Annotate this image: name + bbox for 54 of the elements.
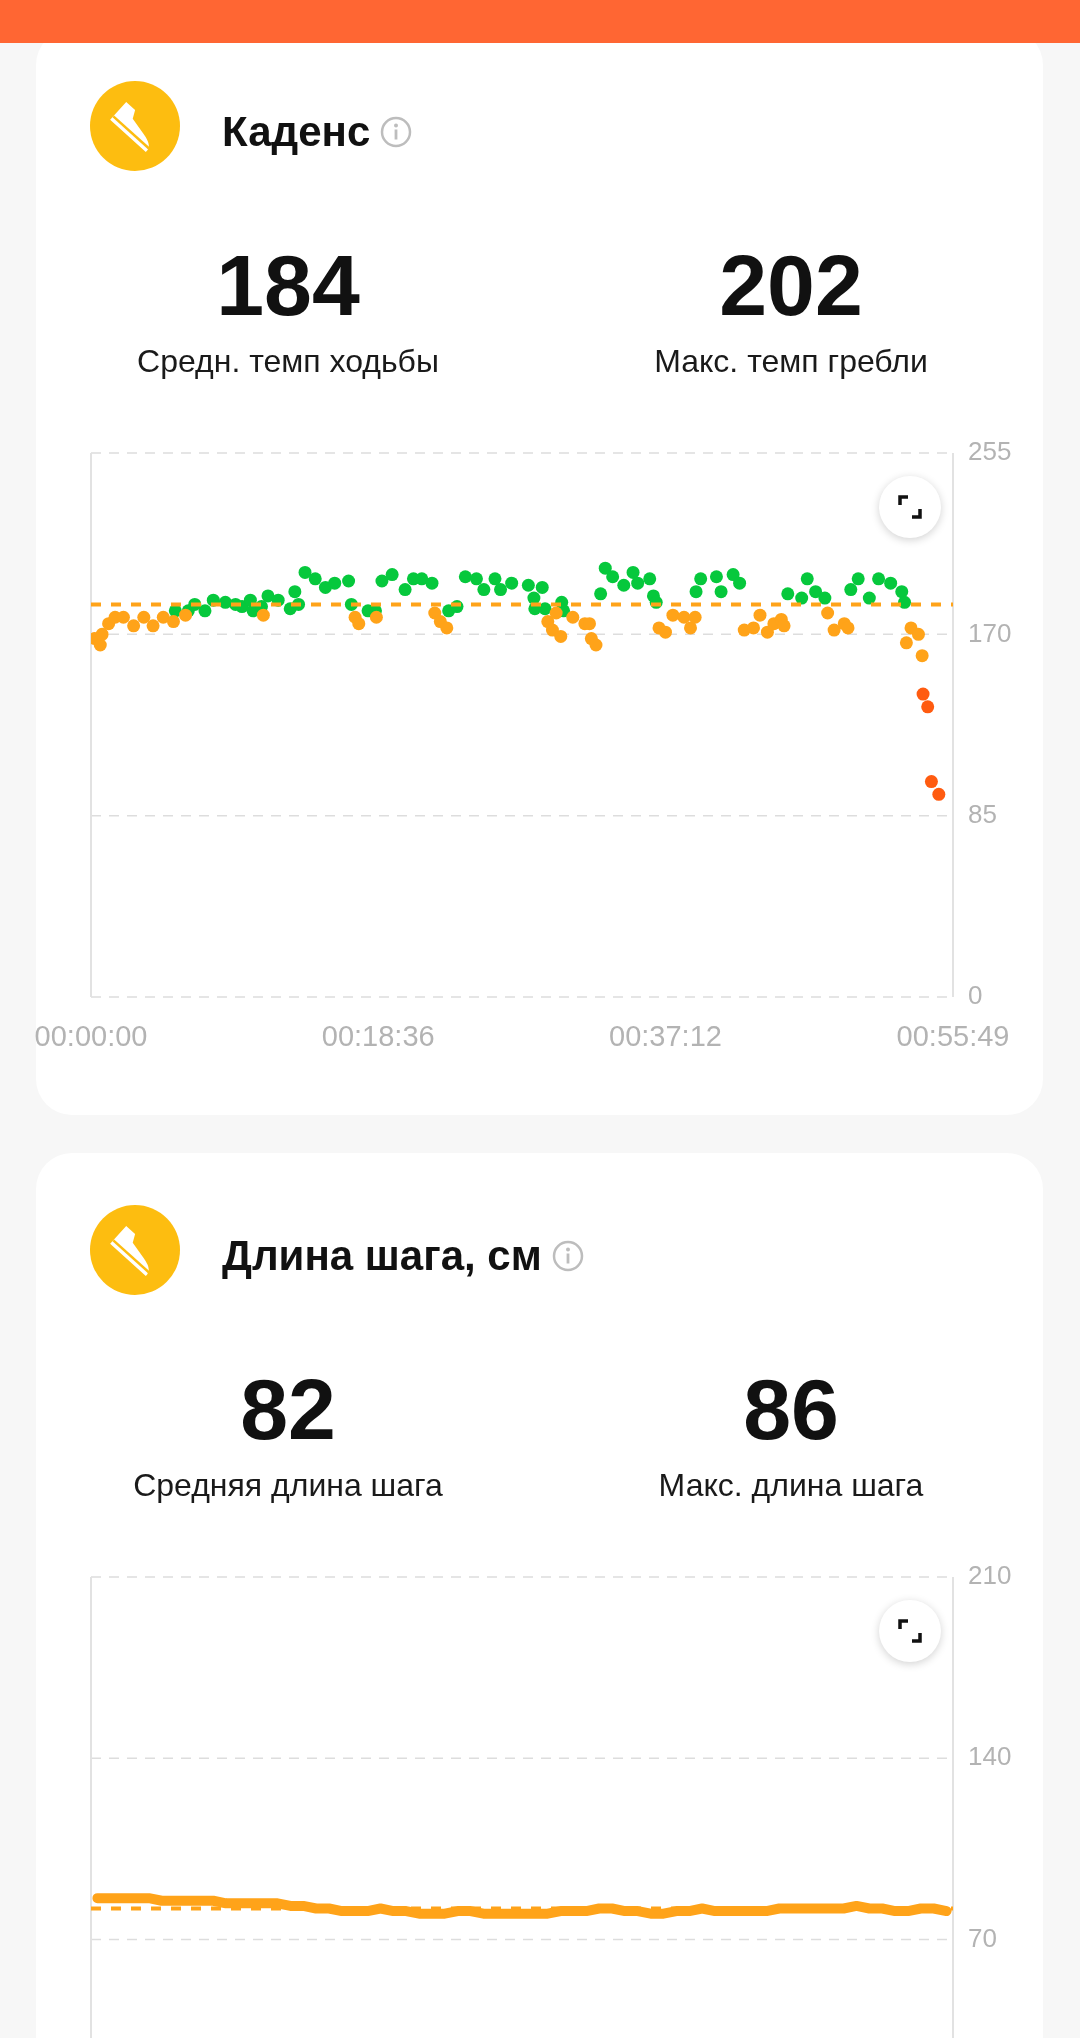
x-tick-label: 00:00:00 xyxy=(34,1020,148,1053)
point xyxy=(256,608,270,622)
point xyxy=(549,606,563,620)
x-tick-label: 00:55:49 xyxy=(896,1020,1010,1053)
point xyxy=(137,610,151,624)
point xyxy=(760,625,774,639)
y-tick-label: 0 xyxy=(968,980,983,1011)
text: Макс. длина шага xyxy=(657,1467,925,1503)
point xyxy=(440,621,454,635)
y-tick-label: 255 xyxy=(968,436,1012,467)
point xyxy=(658,625,672,639)
point xyxy=(747,621,761,635)
point xyxy=(827,623,841,637)
text: Средн. темп ходьбы xyxy=(136,343,440,379)
point xyxy=(95,627,109,641)
text: Макс. темп гребли xyxy=(653,343,929,379)
chart-title: Каденс xyxy=(222,108,371,155)
point xyxy=(688,610,702,624)
y-tick-label: 70 xyxy=(968,1922,997,1953)
text: 86 xyxy=(742,1361,840,1457)
point xyxy=(899,636,913,650)
text: 202 xyxy=(718,237,864,333)
y-tick-label: 140 xyxy=(968,1741,1012,1772)
point xyxy=(841,621,855,635)
point xyxy=(352,617,366,631)
point xyxy=(916,687,930,701)
x-tick-label: 00:37:12 xyxy=(609,1020,722,1053)
point xyxy=(127,619,141,633)
point xyxy=(179,608,193,622)
chart-title: Длина шага, см xyxy=(222,1232,542,1279)
text: Средняя длина шага xyxy=(132,1467,444,1503)
point xyxy=(684,621,697,635)
point xyxy=(821,606,835,620)
point xyxy=(166,615,180,629)
point xyxy=(589,638,603,652)
y-tick-label: 85 xyxy=(968,798,997,829)
point xyxy=(911,627,925,641)
point xyxy=(932,787,946,801)
point xyxy=(369,610,383,624)
y-tick-label: 210 xyxy=(968,1560,1012,1591)
point xyxy=(777,619,791,633)
point xyxy=(666,608,680,622)
point xyxy=(566,610,580,624)
x-tick-label: 00:18:36 xyxy=(321,1020,435,1053)
y-tick-label: 170 xyxy=(968,617,1012,648)
point xyxy=(921,700,935,714)
point xyxy=(924,775,938,789)
point xyxy=(156,610,170,624)
text: 184 xyxy=(215,237,361,333)
point xyxy=(146,619,160,633)
point xyxy=(554,629,568,643)
point xyxy=(753,608,767,622)
text: 82 xyxy=(239,1361,337,1457)
point xyxy=(915,649,929,663)
